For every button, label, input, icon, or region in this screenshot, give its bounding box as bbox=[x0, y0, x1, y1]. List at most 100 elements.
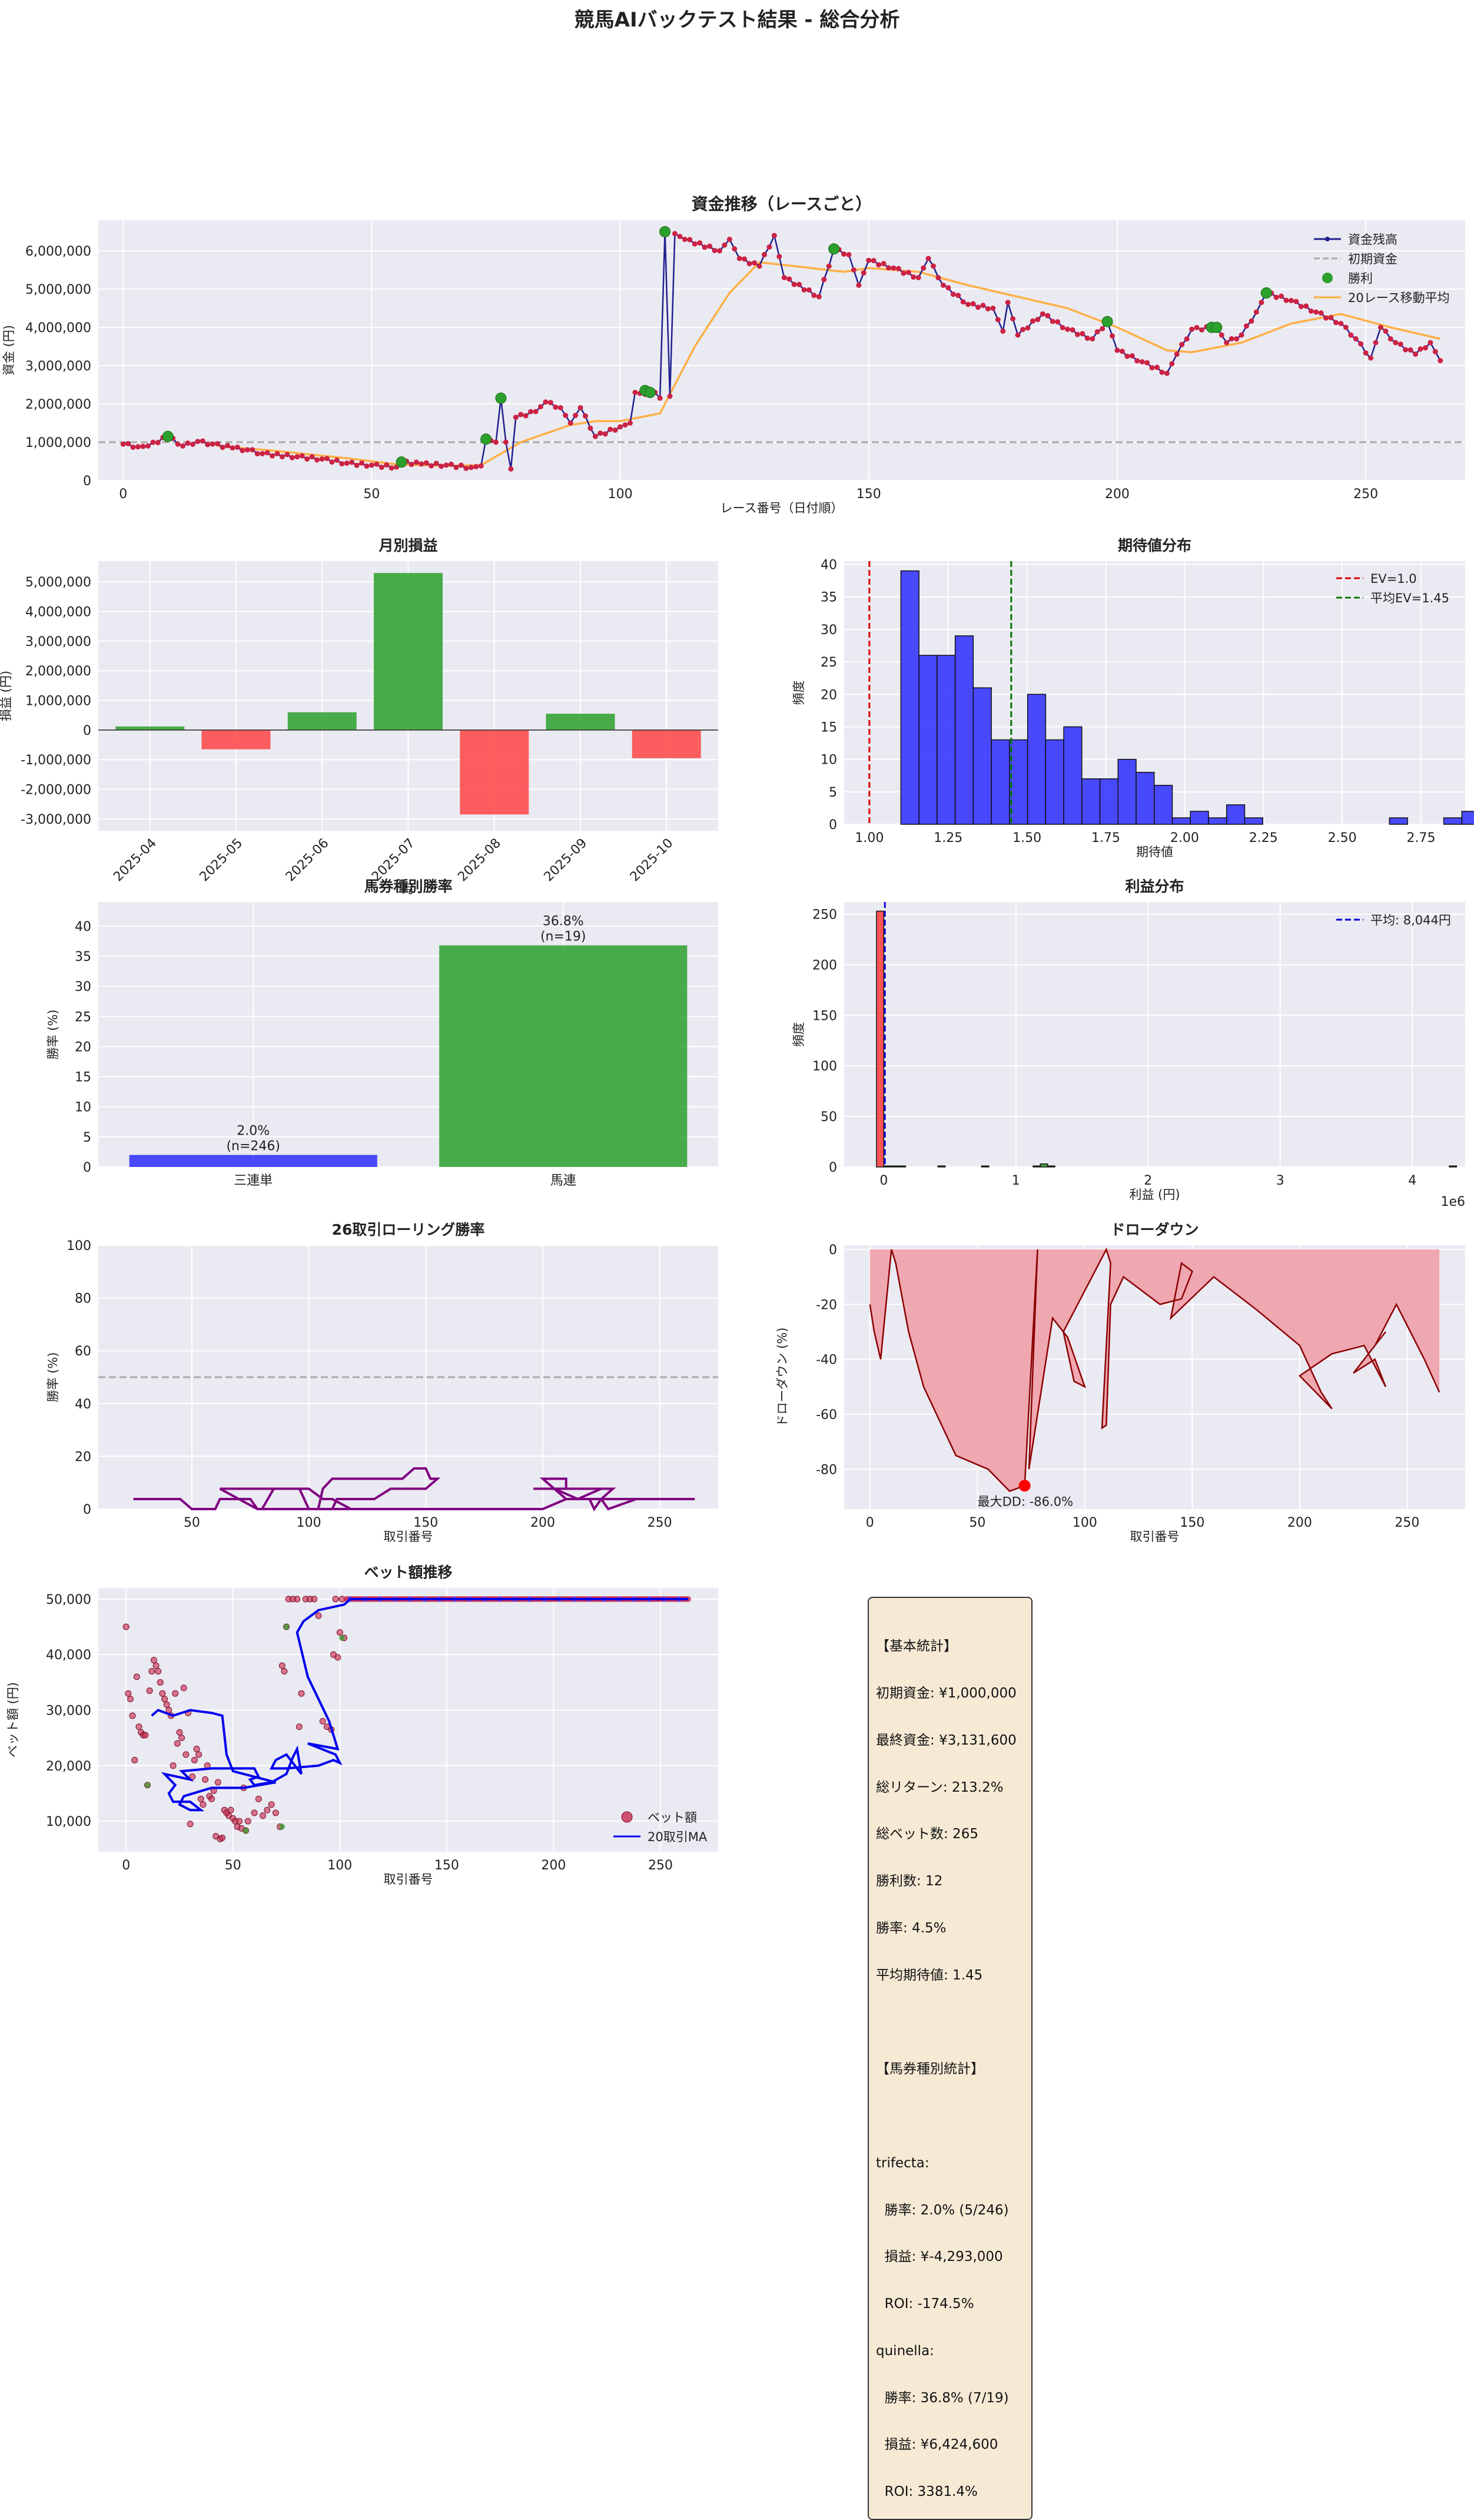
equity-point bbox=[1159, 369, 1165, 375]
equity-point bbox=[1407, 347, 1413, 353]
y-tick-label: 50 bbox=[821, 1110, 837, 1125]
profit-bin bbox=[890, 1165, 899, 1168]
plot-area bbox=[844, 902, 1465, 1167]
profit-bin bbox=[898, 1165, 907, 1168]
equity-point bbox=[210, 441, 215, 447]
equity-point bbox=[1308, 308, 1314, 314]
x-tick-label: 200 bbox=[1287, 1516, 1312, 1530]
ev-bin bbox=[1154, 785, 1173, 825]
equity-point bbox=[786, 276, 792, 282]
ev-bin bbox=[1117, 758, 1137, 825]
x-axis-label: 期待値 bbox=[1136, 845, 1173, 859]
ev-bin bbox=[1009, 739, 1028, 825]
equity-point bbox=[309, 454, 315, 460]
equity-point bbox=[264, 450, 270, 456]
equity-point bbox=[935, 275, 941, 281]
x-tick-label: 2.25 bbox=[1249, 831, 1278, 845]
bar-count-label: (n=19) bbox=[540, 930, 586, 944]
win-marker bbox=[495, 392, 507, 404]
equity-point bbox=[756, 263, 762, 269]
bet-type-bar bbox=[439, 945, 688, 1167]
bet-point bbox=[296, 1723, 303, 1730]
equity-point bbox=[806, 287, 812, 293]
equity-point bbox=[1065, 326, 1071, 332]
equity-point bbox=[329, 459, 335, 465]
chart-title: 資金推移（レースごと） bbox=[692, 194, 872, 214]
y-tick-label: 0 bbox=[83, 1503, 91, 1517]
x-tick-label: 250 bbox=[1395, 1516, 1419, 1530]
equity-point bbox=[1030, 318, 1035, 324]
equity-point bbox=[344, 460, 350, 466]
stats-line: 平均期待値: 1.45 bbox=[876, 1967, 983, 1983]
y-tick-label: 4,000,000 bbox=[25, 605, 91, 620]
x-tick-label: 2 bbox=[1144, 1173, 1152, 1188]
legend-label: 初期資金 bbox=[1348, 252, 1397, 266]
ev-bin bbox=[1045, 739, 1064, 825]
equity-point bbox=[528, 409, 534, 415]
profit-bin bbox=[883, 1165, 892, 1168]
y-tick-label: 25 bbox=[75, 1010, 91, 1024]
equity-point bbox=[120, 441, 126, 447]
equity-point bbox=[716, 248, 722, 254]
equity-point bbox=[1050, 319, 1055, 324]
bet-point bbox=[219, 1834, 226, 1841]
bet-win-point bbox=[338, 1634, 345, 1641]
y-tick-label: 1,000,000 bbox=[25, 694, 91, 709]
bet-point bbox=[336, 1629, 343, 1636]
equity-point bbox=[1040, 311, 1045, 317]
equity-point bbox=[140, 443, 146, 449]
equity-point bbox=[766, 244, 772, 250]
x-tick-label: 2.75 bbox=[1407, 831, 1436, 845]
equity-point bbox=[821, 277, 827, 283]
ev-bin bbox=[918, 655, 938, 825]
y-tick-label: 40,000 bbox=[46, 1648, 91, 1663]
bet-point bbox=[260, 1812, 267, 1819]
x-tick-label: 250 bbox=[648, 1516, 672, 1530]
y-tick-label: -60 bbox=[816, 1408, 837, 1423]
equity-point bbox=[453, 465, 459, 470]
equity-point bbox=[881, 261, 887, 267]
equity-point bbox=[289, 455, 295, 460]
y-tick-label: 35 bbox=[75, 950, 91, 964]
equity-point bbox=[374, 461, 380, 467]
figure-suptitle: 競馬AIバックテスト結果 - 総合分析 bbox=[574, 8, 900, 32]
y-tick-label: 0 bbox=[83, 1160, 91, 1175]
legend-label: 20レース移動平均 bbox=[1348, 291, 1450, 305]
equity-point bbox=[1074, 331, 1080, 337]
figure-canvas: 0 1,000,000 2,000,000 3,000,000 4,000,000 5,0… bbox=[0, 194, 1474, 1886]
equity-point bbox=[1387, 336, 1393, 342]
bet-point bbox=[172, 1690, 179, 1697]
max-drawdown-marker bbox=[1018, 1480, 1031, 1492]
equity-point bbox=[712, 247, 718, 253]
profit-bin bbox=[981, 1165, 990, 1168]
y-tick-label: 80 bbox=[75, 1292, 91, 1307]
rolling-winrate-line bbox=[133, 1467, 695, 1511]
equity-point bbox=[1174, 352, 1180, 357]
x-tick-label: 100 bbox=[327, 1858, 352, 1873]
equity-point bbox=[1328, 314, 1334, 320]
equity-point bbox=[423, 460, 429, 466]
equity-point bbox=[692, 241, 698, 247]
equity-point bbox=[523, 413, 529, 419]
equity-point bbox=[657, 395, 663, 401]
equity-point bbox=[746, 261, 752, 267]
equity-point bbox=[577, 405, 583, 410]
equity-point bbox=[443, 462, 449, 468]
equity-point bbox=[1090, 336, 1095, 341]
equity-point bbox=[389, 465, 394, 471]
x-axis-label: 取引番号 bbox=[384, 1530, 433, 1544]
y-axis-label: 勝率 (%) bbox=[46, 1352, 60, 1402]
x-tick-label: 0 bbox=[122, 1858, 130, 1873]
y-tick-label: 250 bbox=[812, 908, 837, 923]
y-axis-label: ベット額 (円) bbox=[6, 1682, 20, 1758]
bet-point bbox=[298, 1690, 305, 1697]
equity-point bbox=[1045, 313, 1051, 319]
ev-bin bbox=[1136, 771, 1155, 825]
bet-point bbox=[187, 1821, 194, 1828]
y-tick-label: 10,000 bbox=[46, 1815, 91, 1829]
y-tick-label: 40 bbox=[75, 920, 91, 934]
monthly-bar bbox=[287, 712, 357, 730]
equity-point bbox=[145, 443, 151, 449]
